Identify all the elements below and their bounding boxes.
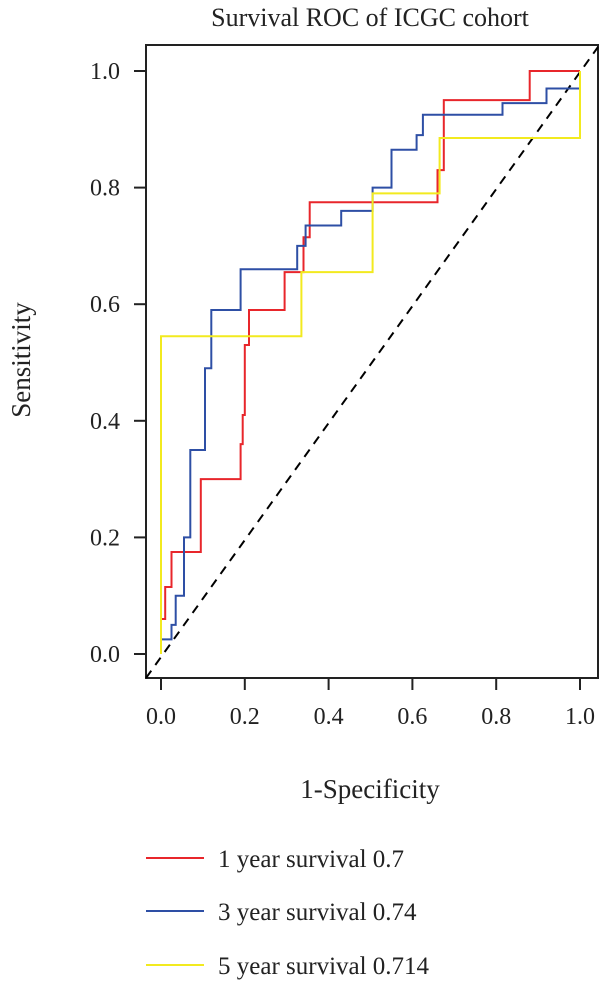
series-line-2	[160, 87, 580, 654]
x-axis-label: 1-Specificity	[300, 774, 440, 804]
x-tick-label: 1.0	[565, 704, 595, 730]
y-tick-label: 1.0	[90, 59, 120, 85]
x-axis: 0.0 0.2 0.4 0.6 0.8 1.0	[146, 678, 595, 730]
x-tick-label: 0.4	[314, 704, 344, 730]
y-tick-label: 0.8	[90, 176, 120, 202]
legend-label-2: 3 year survival 0.74	[218, 899, 417, 926]
y-tick-label: 0.2	[90, 525, 120, 551]
x-tick-label: 0.8	[481, 704, 511, 730]
x-tick-label: 0.0	[146, 704, 176, 730]
reference-line	[145, 46, 599, 679]
plot-frame	[145, 44, 599, 679]
series-line-1	[160, 70, 580, 654]
chart-title: Survival ROC of ICGC cohort	[211, 3, 530, 32]
x-tick-label: 0.6	[397, 704, 427, 730]
legend-label-1: 1 year survival 0.7	[218, 846, 404, 873]
y-axis: 0.0 0.2 0.4 0.6 0.8 1.0	[90, 59, 146, 668]
series-line-3	[160, 71, 581, 654]
legend: 1 year survival 0.7 3 year survival 0.74 5…	[146, 846, 430, 980]
roc-curves	[160, 70, 581, 654]
reference-diagonal	[145, 46, 599, 679]
legend-label-3: 5 year survival 0.714	[218, 953, 430, 980]
y-tick-label: 0.0	[90, 642, 120, 668]
y-tick-label: 0.4	[90, 409, 120, 435]
y-axis-label: Sensitivity	[6, 302, 36, 418]
y-tick-label: 0.6	[90, 292, 120, 318]
x-tick-label: 0.2	[230, 704, 260, 730]
